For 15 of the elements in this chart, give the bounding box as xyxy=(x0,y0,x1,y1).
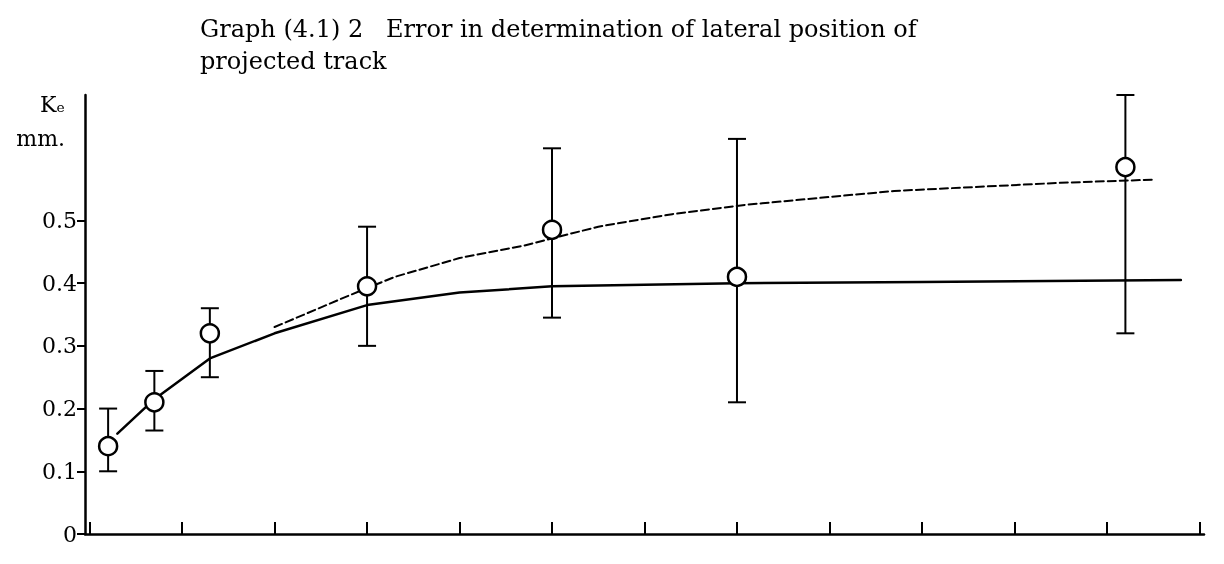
y-tick-label: 0.1 xyxy=(42,458,77,484)
point xyxy=(97,435,119,457)
point xyxy=(356,276,378,297)
y-tick-label: 0 xyxy=(63,521,77,547)
point xyxy=(726,266,748,288)
y-tick-label: 0.5 xyxy=(42,207,77,233)
point xyxy=(199,323,221,344)
point xyxy=(1115,156,1136,178)
y-axis-title: Kₑ mm. xyxy=(16,91,65,151)
point xyxy=(541,219,563,241)
point xyxy=(144,392,165,413)
y-tick-label: 0.4 xyxy=(42,270,77,296)
y-tick-label: 0.3 xyxy=(42,333,77,359)
y-tick-label: 0.2 xyxy=(42,396,77,422)
chart-title: Graph (4.1) 2 Error in determination of lateral position of projected track xyxy=(200,15,925,75)
